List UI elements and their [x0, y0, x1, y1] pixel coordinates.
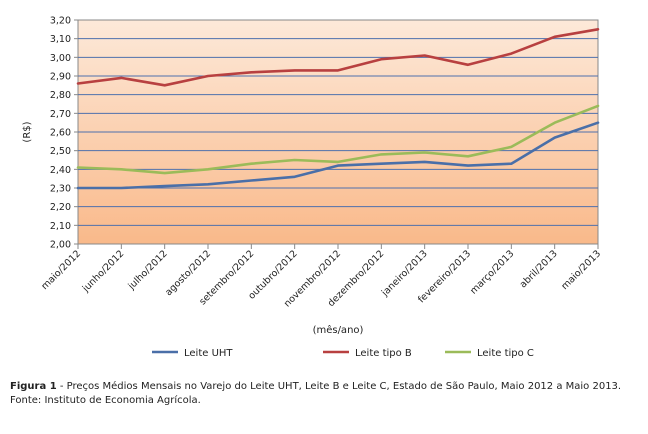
- caption-source: Fonte: Instituto de Economia Agrícola.: [10, 395, 201, 406]
- series-line-leite-uht: [76, 121, 600, 190]
- y-tick-label: 2,90: [50, 72, 71, 83]
- y-tick-label: 2,10: [50, 221, 71, 232]
- series-lines: [76, 27, 600, 190]
- caption-label: Figura 1: [10, 381, 57, 392]
- legend-label: Leite tipo C: [477, 348, 534, 359]
- y-tick-label: 3,10: [50, 34, 71, 45]
- x-tick-label: julho/2012: [126, 248, 170, 292]
- series-line-leite-tipo-b: [76, 27, 600, 87]
- y-tick-label: 2,80: [50, 90, 71, 101]
- y-tick-label: 2,40: [50, 165, 71, 176]
- legend-label: Leite UHT: [184, 348, 233, 359]
- series-line-leite-tipo-c: [76, 104, 600, 175]
- x-tick-label: abril/2013: [518, 248, 560, 290]
- x-tick-label: maio/2013: [559, 248, 603, 292]
- legend: Leite UHT Leite tipo B Leite tipo C: [152, 348, 534, 359]
- figure-caption: Figura 1 - Preços Médios Mensais no Vare…: [10, 380, 640, 408]
- caption-text: - Preços Médios Mensais no Varejo do Lei…: [56, 381, 622, 392]
- x-tick-label: março/2013: [468, 248, 516, 296]
- y-tick-label: 3,20: [50, 16, 71, 27]
- y-tick-label: 2,30: [50, 184, 71, 195]
- y-tick-label: 2,50: [50, 146, 71, 157]
- x-tick-label: junho/2012: [80, 248, 127, 295]
- x-tick-label: maio/2012: [39, 248, 83, 292]
- y-tick-label: 2,20: [50, 202, 71, 213]
- y-tick-label: 2,70: [50, 109, 71, 120]
- y-tick-label: 2,60: [50, 128, 71, 139]
- caption-line: Figura 1 - Preços Médios Mensais no Vare…: [10, 380, 640, 394]
- gridlines: [78, 38, 598, 226]
- y-axis-ticks: 2,00 2,10 2,20 2,30 2,40 2,50 2,60 2,70 2,80 2,90…: [50, 16, 78, 251]
- y-axis-title: (R$): [22, 121, 33, 142]
- line-chart: 2,00 2,10 2,20 2,30 2,40 2,50 2,60 2,70 2,80 2,90…: [22, 16, 603, 360]
- y-tick-label: 3,00: [50, 53, 71, 64]
- y-tick-label: 2,00: [50, 240, 71, 251]
- legend-label: Leite tipo B: [355, 348, 412, 359]
- x-axis-title: (mês/ano): [313, 324, 364, 336]
